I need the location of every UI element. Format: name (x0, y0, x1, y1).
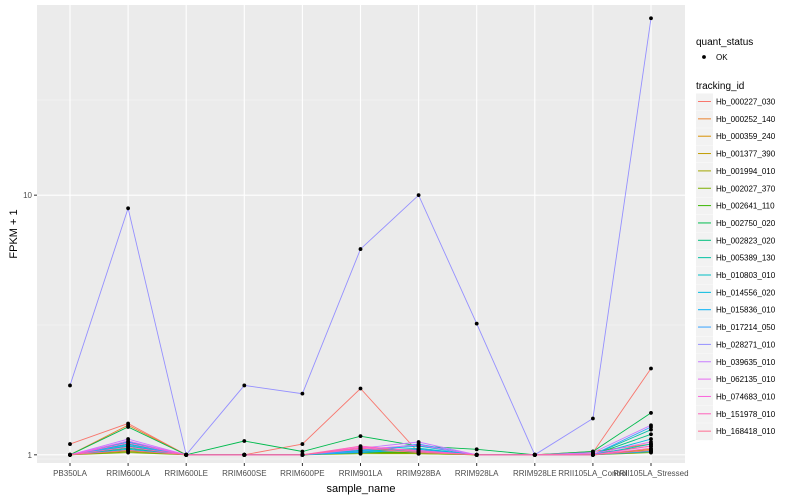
data-point (358, 247, 363, 251)
legend-label: Hb_014556_020 (716, 288, 776, 297)
data-point (474, 321, 479, 326)
x-tick-label: RRIM901LA (339, 469, 383, 478)
data-point (358, 434, 363, 439)
data-point (68, 442, 72, 446)
x-tick-label: PB350LA (53, 469, 87, 478)
legend-label: Hb_168418_010 (716, 427, 776, 436)
data-point (649, 411, 653, 415)
y-axis-title: FPKM + 1 (8, 209, 20, 258)
data-point (649, 423, 653, 428)
legend-label: Hb_074683_010 (716, 392, 776, 401)
x-tick-label: RRIM928LA (455, 469, 499, 478)
data-point (649, 448, 653, 453)
data-point (126, 445, 130, 450)
data-point (242, 439, 247, 443)
data-point (358, 446, 363, 451)
legend-label: Hb_151978_010 (716, 410, 776, 419)
data-point (649, 432, 653, 437)
data-point (300, 449, 305, 454)
data-point (126, 425, 130, 429)
legend-label: Hb_001377_390 (716, 150, 776, 159)
data-point (126, 206, 130, 211)
shape-legend-title: quant_status (696, 37, 753, 48)
data-point (416, 443, 421, 447)
data-point (474, 447, 479, 452)
legend-label: Hb_000252_140 (716, 115, 776, 124)
x-axis: PB350LA RRIM600LA RRIM600LE RRIM600SE RRIM60… (53, 463, 689, 478)
data-point (126, 441, 130, 445)
data-point (184, 452, 189, 457)
x-tick-label: RRIM928LE (513, 469, 557, 478)
x-tick-label: RRII105LA_Stressed (613, 469, 688, 478)
data-point (649, 366, 653, 371)
x-tick-label: RRIM600LE (164, 469, 208, 478)
data-point (474, 452, 479, 457)
legend-label: Hb_002027_370 (716, 184, 776, 193)
data-point (68, 452, 72, 457)
data-point (649, 437, 653, 441)
data-point (649, 427, 653, 432)
x-tick-label: RRIM600LA (106, 469, 150, 478)
data-point (126, 448, 130, 453)
data-point (591, 452, 595, 457)
legend-label: Hb_000359_240 (716, 132, 776, 141)
legend-label: Hb_017214_050 (716, 323, 776, 332)
data-point (300, 442, 305, 446)
x-tick-label: RRIM600PE (280, 469, 324, 478)
data-point (591, 416, 595, 421)
legend-label: Hb_001994_010 (716, 167, 776, 176)
x-tick-label: RRII105LA_Control (558, 469, 628, 478)
data-point (242, 452, 247, 457)
data-point (416, 440, 421, 444)
data-point (68, 383, 72, 388)
legend-label: Hb_002823_020 (716, 236, 776, 245)
legend-label: Hb_010803_010 (716, 271, 776, 280)
legend-label: Hb_039635_010 (716, 358, 776, 367)
color-legend-title: tracking_id (696, 81, 744, 92)
legend-label: Hb_028271_010 (716, 340, 776, 349)
data-point (242, 383, 247, 388)
legend-label: Hb_005389_130 (716, 254, 776, 263)
data-point (416, 193, 421, 198)
data-point (649, 16, 653, 21)
x-axis-title: sample_name (326, 483, 395, 495)
legend-label: Hb_002641_110 (716, 202, 775, 211)
data-point (358, 386, 363, 391)
legend-label: Hb_000227_030 (716, 98, 776, 107)
series-points (68, 16, 653, 457)
y-tick-label: 10 (23, 191, 32, 200)
data-point (532, 452, 537, 457)
x-tick-label: RRIM600SE (222, 469, 266, 478)
legend-label: Hb_015836_010 (716, 306, 776, 315)
legend-label: Hb_062135_010 (716, 375, 776, 384)
legend: quant_status OK tracking_id Hb_000227_03… (696, 37, 776, 441)
y-tick-label: 1 (28, 451, 33, 460)
data-point (416, 450, 421, 455)
legend-key-ok (702, 55, 706, 59)
data-point (300, 452, 305, 457)
legend-label: Hb_002750_020 (716, 219, 776, 228)
x-tick-label: RRIM928BA (396, 469, 441, 478)
data-point (300, 391, 305, 396)
legend-label: OK (716, 53, 728, 62)
y-axis: 1 10 (23, 191, 37, 460)
data-point (649, 440, 653, 444)
